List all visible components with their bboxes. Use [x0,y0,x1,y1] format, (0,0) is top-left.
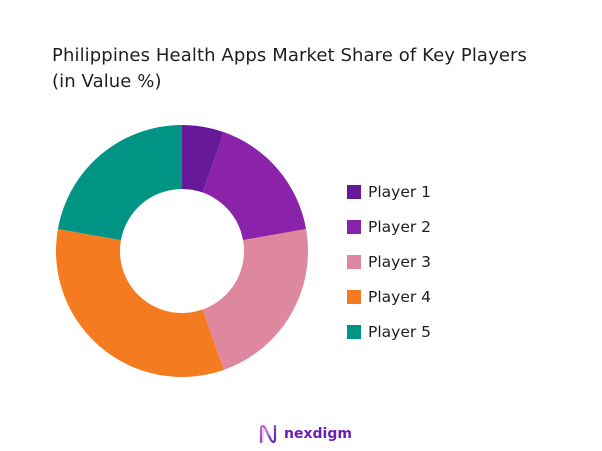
legend: Player 1 Player 2 Player 3 Player 4 Play… [347,174,431,349]
chart-title-line-2: (in Value %) [52,71,162,92]
legend-label: Player 5 [368,322,432,341]
chart-title-line-1: Philippines Health Apps Market Share of … [52,45,527,66]
slice-player-1 [182,125,224,193]
legend-item-player-2: Player 2 [347,209,431,244]
legend-item-player-4: Player 4 [347,279,431,314]
chart-title: Philippines Health Apps Market Share of … [52,43,527,95]
brand-logo: nexdigm [258,424,352,444]
legend-swatch [347,289,361,304]
slice-player-4 [56,228,224,377]
legend-item-player-3: Player 3 [347,244,431,279]
donut-slices [56,125,309,377]
slice-player-3 [202,228,309,370]
legend-item-player-1: Player 1 [347,174,431,209]
legend-label: Player 1 [368,182,432,201]
legend-swatch [347,184,361,199]
legend-item-player-5: Player 5 [347,314,431,349]
brand-name: nexdigm [284,426,352,442]
legend-swatch [347,219,361,234]
legend-swatch [347,324,361,339]
legend-label: Player 2 [368,217,432,236]
legend-swatch [347,254,361,269]
legend-label: Player 4 [368,287,432,306]
nexdigm-logo-icon [259,424,277,444]
legend-label: Player 3 [368,252,432,271]
slice-player-5 [57,125,182,241]
slice-player-2 [202,132,307,241]
